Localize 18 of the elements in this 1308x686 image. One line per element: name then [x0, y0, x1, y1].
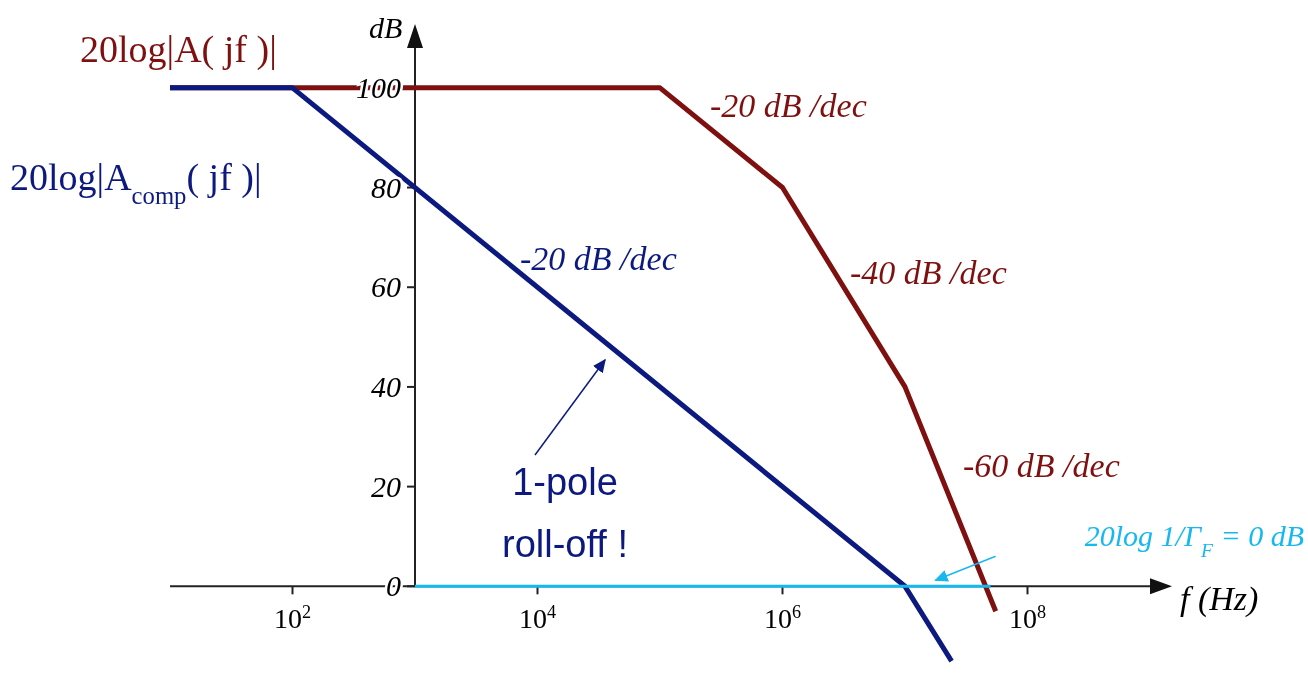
- y-tick-label: 40: [371, 369, 401, 403]
- annotation: -40 dB /dec: [850, 254, 1007, 291]
- y-tick-label: 20: [371, 469, 401, 503]
- annotation: -20 dB /dec: [710, 87, 867, 124]
- x-tick-label: 10$^{4}$: [518, 602, 557, 635]
- y-axis-title: dB: [369, 11, 403, 44]
- annotation: -20 dB /dec: [520, 240, 677, 277]
- x-axis-title: f (Hz): [1180, 580, 1259, 619]
- text: 20log 1/Γ$_{F}$ = 0 dB: [1084, 519, 1304, 561]
- annotation: 1-pole roll-off !: [501, 461, 629, 565]
- series-label: 20log|A$_{comp}$( jf )|: [10, 156, 262, 209]
- x-tick-label: 10$^{8}$: [1008, 602, 1047, 635]
- annotation: -60 dB /dec: [963, 447, 1120, 484]
- y-tick-label: 80: [371, 170, 401, 204]
- x-tick-label: 10$^{2}$: [273, 602, 312, 635]
- series-label: 20log|A( jf )|: [80, 28, 277, 71]
- y-tick-label: 60: [371, 270, 401, 304]
- x-tick-label: 10$^{6}$: [763, 602, 802, 635]
